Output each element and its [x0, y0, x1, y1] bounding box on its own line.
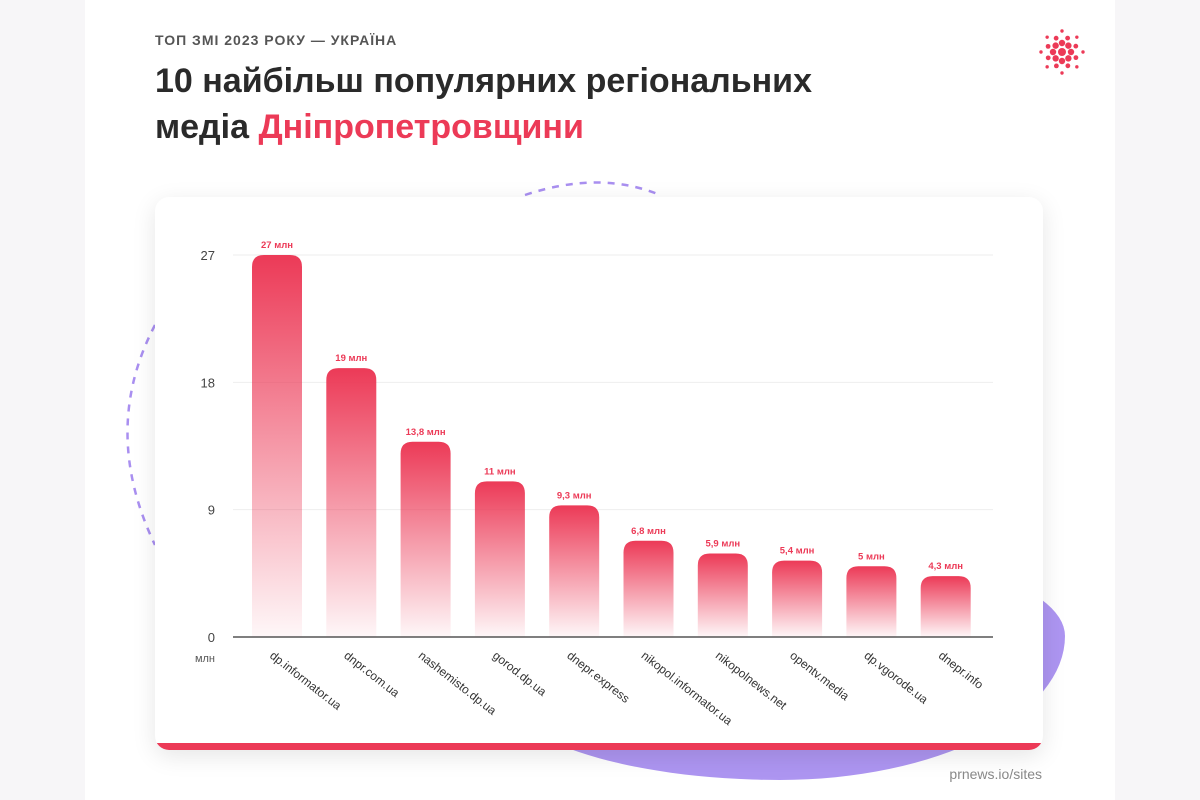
data-label: 5,9 млн [705, 539, 740, 550]
bar [772, 560, 823, 637]
bar [623, 540, 674, 637]
logo-dot [1073, 55, 1079, 61]
logo-dot [1065, 42, 1072, 49]
data-label: 11 млн [484, 466, 516, 477]
card-accent-bar [155, 743, 1043, 750]
title-line-2: медіа Дніпропетровщини [155, 104, 812, 150]
y-tick-label: 27 [201, 248, 215, 263]
logo-dot [1067, 48, 1075, 56]
bar-chart: 0 9 18 27 млн 27 млн dp.informator.ua 19 млн dnp… [195, 240, 993, 728]
x-tick-label: nikopolnews.net [713, 648, 790, 712]
data-label: 4,3 млн [928, 561, 963, 572]
logo-dot [1065, 55, 1072, 62]
data-label: 27 млн [261, 240, 293, 251]
logo-dot [1058, 39, 1066, 47]
data-label: 13,8 млн [406, 427, 446, 438]
title-plain: медіа [155, 108, 259, 146]
logo-dot [1060, 29, 1064, 33]
logo-dot [1052, 55, 1059, 62]
logo-dot [1039, 50, 1043, 54]
logo-dot [1060, 71, 1064, 75]
bar [474, 481, 525, 637]
x-tick-label: nashemisto.dp.ua [416, 648, 500, 718]
x-tick-label: opentv.media [787, 648, 852, 703]
logo-dot [1052, 42, 1059, 49]
logo-dot [1073, 43, 1079, 49]
logo-dot [1045, 55, 1051, 61]
source-link[interactable]: prnews.io/sites [949, 766, 1042, 782]
logo-dot [1045, 43, 1051, 49]
dot-burst-logo-icon [1039, 29, 1085, 75]
bar [252, 255, 302, 637]
logo-dot [1053, 63, 1059, 69]
y-tick-label: 9 [208, 503, 215, 518]
y-tick-label: 18 [201, 375, 215, 390]
y-unit-label: млн [195, 653, 215, 665]
logo-dot [1075, 65, 1079, 69]
x-tick-label: dp.informator.ua [267, 648, 344, 713]
logo-dot [1058, 57, 1066, 65]
bar [697, 553, 748, 637]
data-label: 6,8 млн [631, 526, 666, 537]
x-tick-label: dnepr.express [564, 648, 632, 705]
bar [400, 441, 451, 637]
logo-dot [1045, 35, 1049, 39]
logo-dot [1045, 65, 1049, 69]
logo-dot [1049, 48, 1057, 56]
data-label: 5,4 млн [780, 546, 815, 557]
x-tick-label: dnepr.info [936, 648, 986, 692]
page-title: 10 найбільш популярних регіональних меді… [155, 58, 812, 150]
logo-dot [1075, 35, 1079, 39]
x-tick-label: gorod.dp.ua [490, 648, 549, 699]
chart-card: 0 9 18 27 млн 27 млн dp.informator.ua 19 млн dnp… [155, 197, 1043, 750]
data-label: 19 млн [335, 353, 367, 364]
logo-dot [1065, 63, 1071, 69]
bar [846, 566, 897, 637]
bar [549, 505, 600, 637]
data-label: 5 млн [858, 551, 885, 562]
x-tick-label: dnpr.com.ua [341, 648, 402, 700]
title-line-1: 10 найбільш популярних регіональних [155, 62, 812, 100]
logo-dot [1053, 35, 1059, 41]
title-accent: Дніпропетровщини [258, 108, 584, 146]
x-tick-label: dp.vgorode.ua [862, 648, 931, 706]
subtitle: ТОП ЗМІ 2023 РОКУ — УКРАЇНА [155, 32, 398, 48]
data-label: 9,3 млн [557, 490, 592, 501]
bar [326, 368, 377, 637]
logo-dot [1065, 35, 1071, 41]
bar [920, 576, 971, 637]
logo-dot [1081, 50, 1085, 54]
y-tick-label: 0 [208, 630, 215, 645]
